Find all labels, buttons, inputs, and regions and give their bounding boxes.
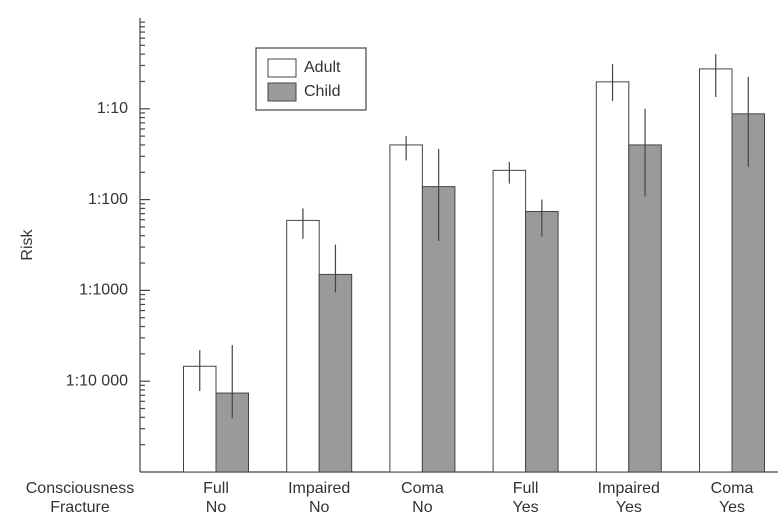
bar: [525, 210, 559, 473]
y-tick-label: 1:1000: [79, 282, 128, 299]
x-tick-label: Full: [203, 480, 229, 497]
bar: [318, 273, 353, 473]
x-tick-label: No: [206, 499, 227, 514]
row-label: Fracture: [50, 499, 110, 514]
y-tick-label: 1:10: [97, 100, 128, 117]
bar: [628, 144, 662, 473]
y-tick-label: 1:10 000: [66, 372, 128, 389]
y-tick-label: 1:100: [88, 191, 128, 208]
row-label: Consciousness: [26, 480, 135, 497]
bar: [595, 81, 630, 473]
legend-label: Adult: [304, 59, 341, 76]
legend-label: Child: [304, 83, 340, 100]
x-tick-label: No: [309, 499, 330, 514]
y-axis-label: Risk: [19, 228, 36, 260]
x-tick-label: Full: [513, 480, 539, 497]
bar: [699, 68, 733, 473]
bar: [731, 113, 765, 473]
x-tick-label: No: [412, 499, 433, 514]
x-tick-label: Coma: [401, 480, 444, 497]
x-tick-label: Yes: [616, 499, 642, 514]
legend-swatch: [267, 58, 297, 78]
x-tick-label: Yes: [513, 499, 539, 514]
bar: [492, 169, 527, 473]
legend-swatch: [267, 82, 297, 102]
bar: [389, 144, 423, 473]
x-tick-label: Impaired: [598, 480, 660, 497]
x-tick-label: Coma: [711, 480, 754, 497]
bar: [286, 219, 320, 473]
x-tick-label: Impaired: [288, 480, 350, 497]
x-tick-label: Yes: [719, 499, 745, 514]
